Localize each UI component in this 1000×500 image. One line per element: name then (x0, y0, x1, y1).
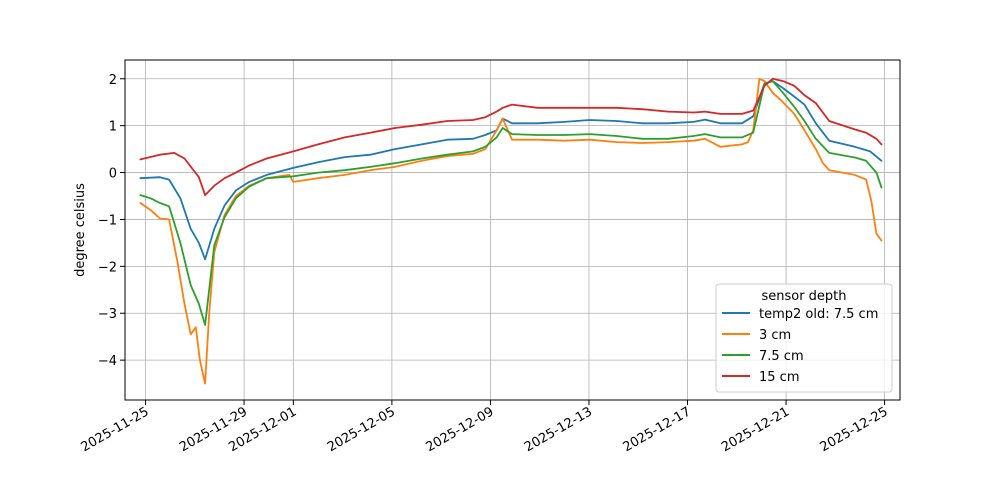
series-layer (139, 77, 883, 385)
legend-entries: temp2 old: 7.5 cm 3 cm 7.5 cm 15 cm (722, 307, 878, 385)
y-tick-label: 1 (109, 120, 117, 135)
y-axis: 2 1 0 −1 −2 −3 −4 (98, 73, 125, 369)
y-axis-label: degree celsius (73, 183, 88, 277)
legend-frame (715, 283, 893, 393)
legend-label-7-5-cm: 7.5 cm (759, 349, 804, 364)
legend-label-15-cm: 15 cm (759, 370, 800, 385)
series-line-7-5-cm (139, 80, 883, 326)
legend-title: sensor depth (761, 289, 846, 304)
y-tick-label: −1 (98, 213, 117, 228)
grid (125, 60, 900, 400)
series-line-15-cm (139, 77, 883, 197)
y-tick-label: −4 (98, 354, 117, 369)
y-tick-label: 0 (109, 167, 117, 182)
y-tick-label: 2 (109, 73, 117, 88)
legend: sensor depth temp2 old: 7.5 cm 3 cm 7.5 cm… (715, 283, 893, 393)
legend-label-3-cm: 3 cm (759, 328, 791, 343)
y-tick-label: −2 (98, 260, 117, 275)
plot-frame (124, 59, 901, 401)
y-tick-label: −3 (98, 307, 117, 322)
legend-label-temp2-old-7-5-cm: temp2 old: 7.5 cm (759, 307, 878, 322)
series-line-3-cm (139, 77, 883, 385)
